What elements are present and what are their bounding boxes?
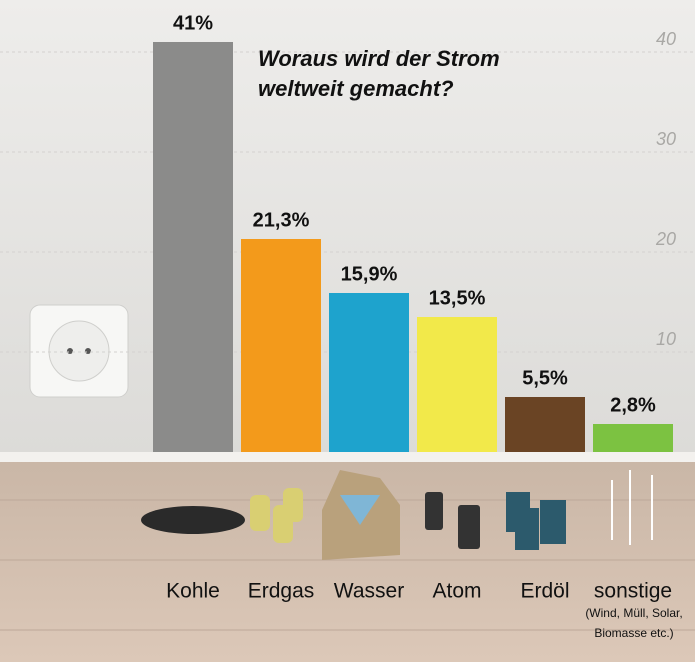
y-tick-label: 30 [656, 129, 676, 149]
socket [30, 305, 128, 397]
bar [593, 424, 673, 452]
category-note: (Wind, Müll, Solar, Biomasse etc.) [569, 603, 695, 643]
bar [241, 239, 321, 452]
bar [505, 397, 585, 452]
bar [417, 317, 497, 452]
x-tick-label: sonstige [594, 580, 672, 603]
value-label: 41% [173, 12, 213, 34]
value-label: 13,5% [429, 287, 486, 309]
bar [329, 293, 409, 452]
x-tick-label: Kohle [166, 580, 220, 603]
y-tick-label: 10 [656, 329, 676, 349]
x-tick-label: Erdöl [520, 580, 569, 603]
x-tick-label: Wasser [334, 580, 404, 603]
value-label: 5,5% [522, 367, 568, 389]
x-tick-label: Erdgas [248, 580, 315, 603]
infographic: 10 20 30 40 41% Kohle 21,3% Erdgas 15,9% Wasser 13… [0, 0, 695, 662]
y-tick-label: 40 [656, 29, 676, 49]
value-label: 2,8% [610, 394, 656, 416]
x-tick-label: Atom [432, 580, 481, 603]
y-tick-label: 20 [655, 229, 676, 249]
baseboard [0, 452, 695, 462]
chart-title: Woraus wird der Strom weltweit gemacht? [258, 44, 558, 104]
value-label: 15,9% [341, 263, 398, 285]
bar [153, 42, 233, 452]
value-label: 21,3% [253, 209, 310, 231]
